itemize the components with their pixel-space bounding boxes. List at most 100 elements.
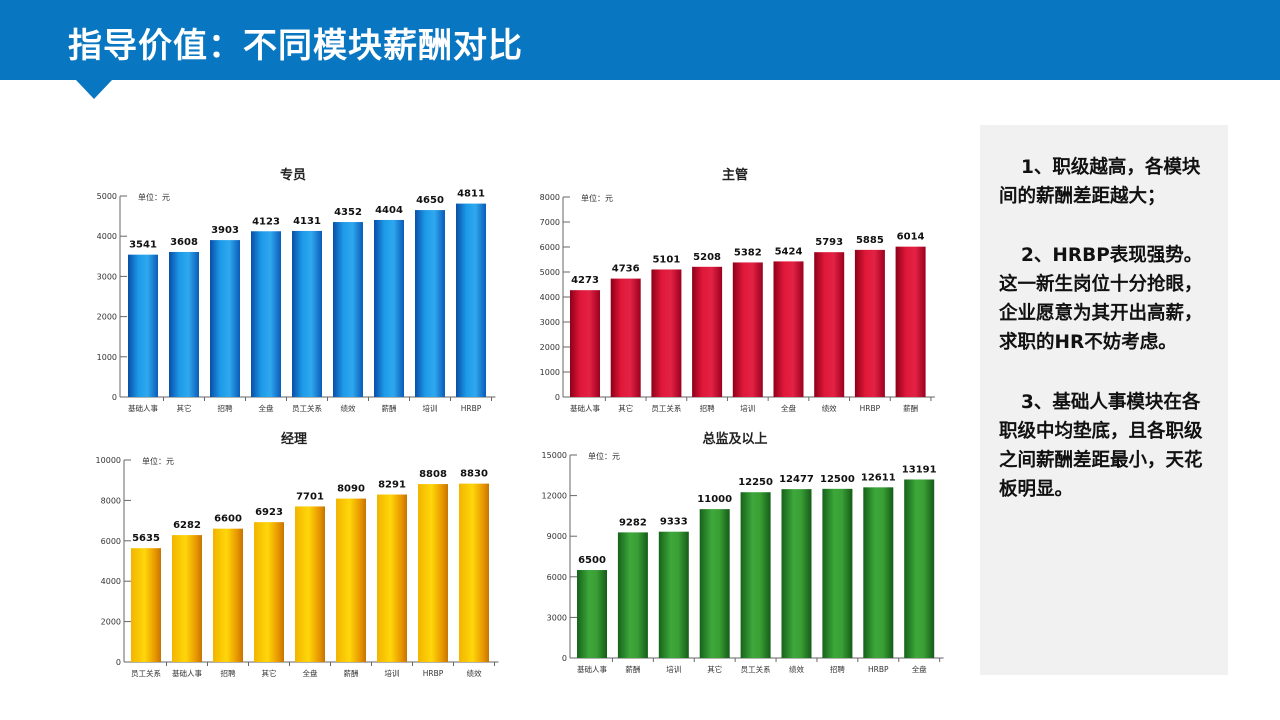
chart-2-value-label: 8830: [460, 469, 488, 480]
chart-0-bar: [292, 230, 322, 397]
chart-2-value-label: 6282: [173, 520, 201, 531]
chart-0-y-tick-label: 0: [112, 393, 117, 402]
chart-0-bar: [169, 251, 199, 397]
chart-2-bar: [254, 522, 284, 662]
chart-2-category-label: 其它: [262, 668, 277, 678]
chart-1-y-tick-label: 8000: [540, 193, 560, 202]
chart-1-value-label: 5208: [693, 252, 721, 263]
title-bar: [0, 0, 1280, 80]
note-3: 3、基础人事模块在各职级中均垫底，且各职级之间薪酬差距最小，天花板明显。: [999, 388, 1215, 504]
chart-2-bar: [295, 506, 325, 662]
chart-1-bar: [692, 266, 723, 397]
chart-3-unit-label: 单位：元: [588, 451, 620, 461]
chart-2-bar: [459, 483, 489, 662]
chart-0-y-tick-label: 5000: [97, 192, 117, 201]
chart-1-bar: [651, 269, 682, 397]
chart-3-y-tick-label: 15000: [542, 451, 567, 460]
chart-0-y-tick-label: 2000: [97, 313, 117, 322]
chart-0-value-label: 4811: [457, 189, 485, 200]
chart-3-value-label: 13191: [902, 464, 937, 475]
chart-2-bar: [377, 494, 407, 662]
chart-0-category-label: 绩效: [341, 403, 356, 413]
chart-3-category-label: 绩效: [789, 664, 804, 674]
chart-3-category-label: 全盘: [912, 664, 927, 674]
chart-1-value-label: 5885: [856, 235, 884, 246]
chart-1-y-tick-label: 2000: [540, 343, 560, 352]
page-title: 指导价值：不同模块薪酬对比: [68, 26, 523, 66]
chart-2-y-tick-label: 0: [116, 658, 121, 667]
chart-1-category-label: 招聘: [700, 403, 715, 413]
chart-0-y-tick-label: 3000: [97, 272, 117, 281]
chart-1-value-label: 5101: [652, 254, 680, 265]
chart-2-y-tick-label: 2000: [101, 618, 121, 627]
chart-2-title: 经理: [281, 431, 307, 447]
chart-2-y-tick-label: 4000: [101, 577, 121, 586]
chart-0-category-label: HRBP: [461, 404, 482, 413]
side-panel: [980, 125, 1228, 675]
chart-2-value-label: 8291: [378, 480, 406, 491]
chart-2-category-label: 培训: [385, 668, 400, 678]
chart-1-bar: [732, 262, 763, 397]
chart-1-category-label: 绩效: [822, 403, 837, 413]
chart-0-category-label: 招聘: [218, 403, 233, 413]
chart-1-category-label: 全盘: [781, 403, 796, 413]
chart-3-bar: [617, 532, 648, 658]
chart-0-value-label: 3903: [211, 225, 239, 236]
chart-3-y-tick-label: 9000: [547, 532, 567, 541]
chart-3-y-tick-label: 12000: [542, 492, 567, 501]
chart-0-bar: [210, 240, 240, 397]
chart-0-value-label: 4352: [334, 207, 362, 218]
chart-2-unit-label: 单位：元: [142, 456, 174, 466]
chart-1-bar: [814, 252, 845, 397]
chart-3-bar: [904, 479, 935, 658]
chart-1-category-label: 基础人事: [570, 403, 600, 413]
chart-3-category-label: HRBP: [868, 665, 889, 674]
chart-2-y-tick-label: 10000: [96, 456, 121, 465]
chart-1-value-label: 4736: [612, 264, 640, 275]
chart-1-value-label: 4273: [571, 275, 599, 286]
chart-2-bar: [336, 498, 366, 662]
chart-3-y-tick-label: 3000: [547, 613, 567, 622]
chart-3-bar: [863, 487, 894, 658]
note-1-text: 1、职级越高，各模块间的薪酬差距越大；: [999, 157, 1201, 207]
chart-2-bar: [213, 528, 243, 662]
chart-0-category-label: 薪酬: [382, 403, 397, 413]
chart-1-unit-label: 单位：元: [581, 193, 613, 203]
chart-2-bar: [131, 548, 161, 662]
chart-1-y-tick-label: 7000: [540, 218, 560, 227]
chart-3-value-label: 12477: [779, 474, 814, 485]
chart-1-value-label: 6014: [897, 232, 925, 243]
chart-0-category-label: 全盘: [259, 403, 274, 413]
chart-2-value-label: 6923: [255, 507, 283, 518]
title-pointer: [76, 80, 112, 99]
chart-1-bar: [570, 290, 600, 397]
chart-1-bar: [895, 246, 926, 397]
chart-2-value-label: 8090: [337, 484, 365, 495]
chart-0-value-label: 3541: [129, 240, 157, 251]
chart-3-category-label: 培训: [666, 664, 681, 674]
chart-0-bar: [374, 219, 404, 397]
chart-1-category-label: 员工关系: [651, 403, 681, 413]
chart-3-bar: [740, 492, 771, 658]
chart-1-title: 主管: [722, 167, 748, 183]
chart-0-category-label: 其它: [177, 403, 192, 413]
chart-2-y-tick-label: 6000: [101, 537, 121, 546]
note-2: 2、HRBP表现强势。这一新生岗位十分抢眼，企业愿意为其开出高薪，求职的HR不妨…: [999, 241, 1215, 357]
chart-2-y-tick-label: 8000: [101, 496, 121, 505]
chart-1-category-label: HRBP: [860, 404, 881, 413]
chart-0-y-tick-label: 4000: [97, 232, 117, 241]
chart-3-category-label: 基础人事: [577, 664, 607, 674]
chart-3-y-tick-label: 0: [562, 654, 567, 663]
chart-3-bar: [699, 509, 730, 658]
chart-2-category-label: HRBP: [423, 669, 444, 678]
chart-0-bar: [251, 231, 281, 397]
chart-3-category-label: 其它: [707, 664, 722, 674]
chart-2-category-label: 招聘: [221, 668, 236, 678]
note-2-text: 2、HRBP表现强势。这一新生岗位十分抢眼，企业愿意为其开出高薪，求职的HR不妨…: [999, 245, 1203, 353]
chart-3-bar: [781, 489, 812, 658]
chart-3-bar: [577, 570, 607, 658]
chart-0-title: 专员: [280, 167, 306, 183]
chart-2-category-label: 基础人事: [172, 668, 202, 678]
chart-3-value-label: 11000: [697, 494, 732, 505]
